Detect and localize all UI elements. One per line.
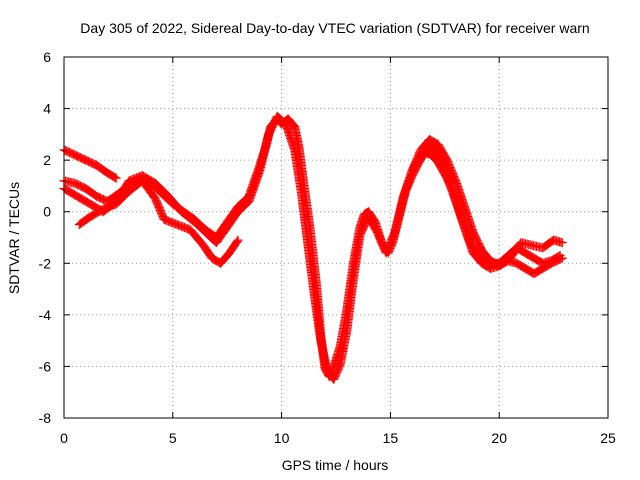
x-tick-label: 20 xyxy=(491,430,507,446)
data-point-marker xyxy=(111,173,121,183)
y-tick-label: -4 xyxy=(39,307,52,323)
y-tick-label: 6 xyxy=(43,49,51,65)
data-point-marker xyxy=(280,118,290,128)
data-point-marker xyxy=(110,172,120,182)
x-tick-label: 5 xyxy=(169,430,177,446)
y-axis-label: SDTVAR / TECUs xyxy=(6,182,22,294)
x-tick-label: 10 xyxy=(274,430,290,446)
y-tick-label: -8 xyxy=(39,410,52,426)
data-series xyxy=(59,111,567,384)
x-tick-label: 15 xyxy=(383,430,399,446)
y-tick-label: 2 xyxy=(43,152,51,168)
data-point-marker xyxy=(556,254,566,264)
data-point-marker xyxy=(233,235,243,245)
chart-title: Day 305 of 2022, Sidereal Day-to-day VTE… xyxy=(80,20,589,36)
y-tick-label: 4 xyxy=(43,101,51,117)
y-tick-label: -2 xyxy=(39,255,52,271)
y-tick-label: -6 xyxy=(39,358,52,374)
data-point-marker xyxy=(557,238,567,248)
data-point-marker xyxy=(232,236,242,246)
x-tick-label: 0 xyxy=(60,430,68,446)
plot-frame xyxy=(63,56,609,419)
x-axis-label: GPS time / hours xyxy=(282,457,389,473)
series-track-e xyxy=(407,135,567,271)
series-track-d xyxy=(74,176,243,268)
x-tick-label: 25 xyxy=(600,430,616,446)
y-tick-label: 0 xyxy=(43,204,51,220)
data-point-marker xyxy=(557,253,567,263)
